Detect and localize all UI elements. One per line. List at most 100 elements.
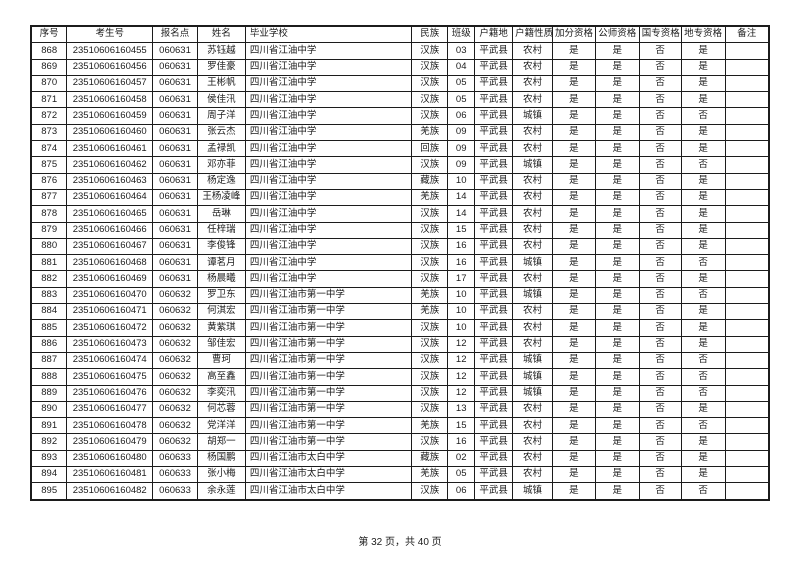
cell-index: 887 bbox=[30, 351, 68, 370]
cell-household-place: 平武县 bbox=[474, 466, 514, 484]
cell-local-special-qual: 否 bbox=[680, 254, 726, 272]
cell-remark bbox=[724, 466, 770, 484]
cell-ethnicity: 羌族 bbox=[411, 466, 449, 484]
cell-household-type: 农村 bbox=[512, 91, 553, 109]
cell-reg-point: 060631 bbox=[152, 42, 198, 60]
cell-bonus-qual: 是 bbox=[551, 188, 596, 207]
cell-ethnicity: 汉族 bbox=[411, 254, 449, 272]
table-row: 868 23510606160455 060631 苏钰越 四川省江油中学 汉族 03 平武县… bbox=[30, 42, 770, 60]
cell-remark bbox=[724, 482, 770, 501]
cell-class: 15 bbox=[447, 417, 476, 435]
table-row: 895 23510606160482 060633 余永莲 四川省江油市太白中学 汉族 06… bbox=[30, 482, 770, 501]
cell-bonus-qual: 是 bbox=[551, 303, 596, 321]
cell-household-type: 农村 bbox=[512, 400, 553, 419]
table-row: 870 23510606160457 060631 王彬帆 四川省江油中学 汉族 05 平武县… bbox=[30, 74, 770, 93]
cell-public-teacher-qual: 是 bbox=[594, 91, 640, 109]
cell-remark bbox=[724, 237, 770, 256]
cell-name: 张云杰 bbox=[196, 123, 246, 142]
cell-household-place: 平武县 bbox=[474, 482, 514, 501]
cell-household-type: 城镇 bbox=[512, 254, 553, 272]
cell-reg-point: 060633 bbox=[152, 449, 198, 468]
cell-household-type: 农村 bbox=[512, 205, 553, 223]
cell-remark bbox=[724, 42, 770, 60]
cell-candidate-no: 23510606160480 bbox=[66, 449, 154, 468]
cell-name: 张小梅 bbox=[196, 466, 246, 484]
cell-name: 王杨凌峰 bbox=[196, 188, 246, 207]
cell-index: 869 bbox=[30, 58, 68, 76]
cell-remark bbox=[724, 156, 770, 174]
cell-bonus-qual: 是 bbox=[551, 384, 596, 402]
cell-remark bbox=[724, 433, 770, 451]
cell-school: 四川省江油市太白中学 bbox=[244, 449, 413, 468]
cell-national-special-qual: 否 bbox=[638, 91, 682, 109]
table-row: 886 23510606160473 060632 邹佳宏 四川省江油市第一中学 汉族 12… bbox=[30, 335, 770, 353]
cell-public-teacher-qual: 是 bbox=[594, 449, 640, 468]
cell-ethnicity: 羌族 bbox=[411, 417, 449, 435]
cell-name: 李俊锋 bbox=[196, 237, 246, 256]
cell-public-teacher-qual: 是 bbox=[594, 466, 640, 484]
cell-reg-point: 060631 bbox=[152, 91, 198, 109]
cell-national-special-qual: 否 bbox=[638, 417, 682, 435]
cell-reg-point: 060632 bbox=[152, 368, 198, 386]
cell-index: 893 bbox=[30, 449, 68, 468]
cell-ethnicity: 汉族 bbox=[411, 368, 449, 386]
cell-household-type: 城镇 bbox=[512, 351, 553, 370]
cell-school: 四川省江油市第一中学 bbox=[244, 433, 413, 451]
cell-local-special-qual: 是 bbox=[680, 140, 726, 158]
cell-index: 895 bbox=[30, 482, 68, 501]
cell-bonus-qual: 是 bbox=[551, 417, 596, 435]
cell-household-type: 城镇 bbox=[512, 286, 553, 305]
column-header-name: 姓名 bbox=[196, 25, 246, 44]
cell-household-place: 平武县 bbox=[474, 221, 514, 239]
cell-remark bbox=[724, 58, 770, 76]
cell-school: 四川省江油中学 bbox=[244, 58, 413, 76]
cell-class: 12 bbox=[447, 368, 476, 386]
cell-household-type: 农村 bbox=[512, 449, 553, 468]
table-body: 868 23510606160455 060631 苏钰越 四川省江油中学 汉族 03 平武县… bbox=[30, 42, 770, 501]
cell-index: 872 bbox=[30, 107, 68, 125]
cell-household-place: 平武县 bbox=[474, 335, 514, 353]
cell-reg-point: 060631 bbox=[152, 270, 198, 288]
cell-household-place: 平武县 bbox=[474, 156, 514, 174]
cell-bonus-qual: 是 bbox=[551, 254, 596, 272]
cell-reg-point: 060631 bbox=[152, 140, 198, 158]
cell-candidate-no: 23510606160468 bbox=[66, 254, 154, 272]
cell-school: 四川省江油中学 bbox=[244, 172, 413, 190]
cell-household-place: 平武县 bbox=[474, 433, 514, 451]
table-row: 890 23510606160477 060632 何芯蓉 四川省江油市第一中学 汉族 13… bbox=[30, 400, 770, 419]
cell-remark bbox=[724, 335, 770, 353]
cell-public-teacher-qual: 是 bbox=[594, 319, 640, 337]
cell-reg-point: 060632 bbox=[152, 303, 198, 321]
cell-household-place: 平武县 bbox=[474, 205, 514, 223]
cell-household-place: 平武县 bbox=[474, 91, 514, 109]
cell-candidate-no: 23510606160463 bbox=[66, 172, 154, 190]
cell-class: 06 bbox=[447, 107, 476, 125]
cell-school: 四川省江油中学 bbox=[244, 74, 413, 93]
cell-bonus-qual: 是 bbox=[551, 172, 596, 190]
cell-local-special-qual: 是 bbox=[680, 91, 726, 109]
cell-ethnicity: 汉族 bbox=[411, 42, 449, 60]
cell-name: 何淇宏 bbox=[196, 303, 246, 321]
cell-local-special-qual: 否 bbox=[680, 286, 726, 305]
cell-bonus-qual: 是 bbox=[551, 335, 596, 353]
cell-class: 02 bbox=[447, 449, 476, 468]
cell-reg-point: 060631 bbox=[152, 74, 198, 93]
cell-household-place: 平武县 bbox=[474, 368, 514, 386]
cell-reg-point: 060631 bbox=[152, 123, 198, 142]
cell-candidate-no: 23510606160478 bbox=[66, 417, 154, 435]
cell-local-special-qual: 是 bbox=[680, 303, 726, 321]
table-row: 881 23510606160468 060631 谭茗月 四川省江油中学 汉族 16 平武县… bbox=[30, 254, 770, 272]
cell-remark bbox=[724, 286, 770, 305]
cell-school: 四川省江油市第一中学 bbox=[244, 351, 413, 370]
cell-class: 10 bbox=[447, 286, 476, 305]
cell-national-special-qual: 否 bbox=[638, 42, 682, 60]
table-row: 883 23510606160470 060632 罗卫东 四川省江油市第一中学 羌族 10… bbox=[30, 286, 770, 305]
cell-bonus-qual: 是 bbox=[551, 221, 596, 239]
cell-class: 14 bbox=[447, 188, 476, 207]
cell-household-place: 平武县 bbox=[474, 58, 514, 76]
page-indicator: 第 32 页，共 40 页 bbox=[358, 537, 442, 548]
cell-national-special-qual: 否 bbox=[638, 172, 682, 190]
cell-household-type: 农村 bbox=[512, 140, 553, 158]
cell-index: 880 bbox=[30, 237, 68, 256]
cell-public-teacher-qual: 是 bbox=[594, 270, 640, 288]
